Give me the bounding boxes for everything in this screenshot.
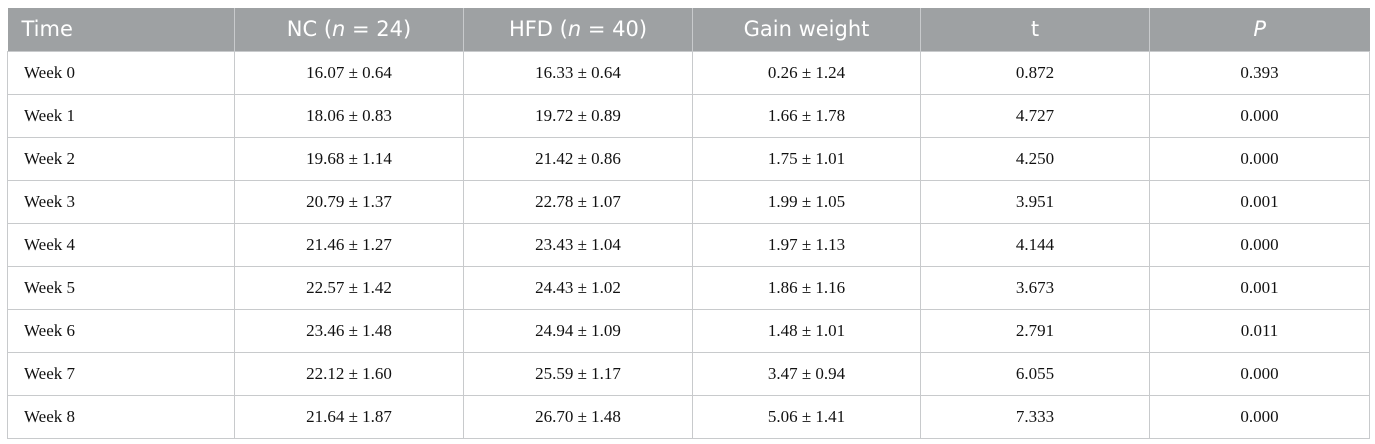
cell-hfd: 26.70 ± 1.48 (463, 394, 693, 439)
cell-time: Week 6 (7, 308, 235, 353)
table-row: Week 8 21.64 ± 1.87 26.70 ± 1.48 5.06 ± 1.4… (7, 394, 1370, 439)
header-gain-weight: Gain weight (692, 8, 921, 52)
cell-p: 0.000 (1149, 351, 1370, 396)
table-row: Week 5 22.57 ± 1.42 24.43 ± 1.02 1.86 ± 1.1… (7, 265, 1370, 310)
cell-t: 6.055 (920, 351, 1150, 396)
header-hfd: HFD (n = 40) (463, 8, 693, 52)
cell-gain-weight: 1.75 ± 1.01 (692, 136, 921, 181)
cell-hfd: 16.33 ± 0.64 (463, 50, 693, 95)
cell-time: Week 2 (7, 136, 235, 181)
cell-p: 0.000 (1149, 136, 1370, 181)
cell-nc: 21.64 ± 1.87 (234, 394, 464, 439)
cell-p: 0.393 (1149, 50, 1370, 95)
cell-hfd: 25.59 ± 1.17 (463, 351, 693, 396)
cell-time: Week 3 (7, 179, 235, 224)
cell-hfd: 24.94 ± 1.09 (463, 308, 693, 353)
cell-hfd: 21.42 ± 0.86 (463, 136, 693, 181)
header-variable: n (332, 17, 346, 42)
cell-t: 4.250 (920, 136, 1150, 181)
cell-t: 3.951 (920, 179, 1150, 224)
weight-table: Time NC (n = 24) HFD (n = 40) Gain weight t P… (7, 8, 1370, 439)
cell-p: 0.011 (1149, 308, 1370, 353)
table-header: Time NC (n = 24) HFD (n = 40) Gain weight t P (7, 8, 1370, 52)
cell-nc: 22.12 ± 1.60 (234, 351, 464, 396)
header-text: Time (21, 17, 73, 42)
cell-p: 0.000 (1149, 93, 1370, 138)
cell-gain-weight: 1.86 ± 1.16 (692, 265, 921, 310)
header-time: Time (7, 8, 235, 52)
cell-nc: 19.68 ± 1.14 (234, 136, 464, 181)
table-row: Week 7 22.12 ± 1.60 25.59 ± 1.17 3.47 ± 0.9… (7, 351, 1370, 396)
table-row: Week 3 20.79 ± 1.37 22.78 ± 1.07 1.99 ± 1.0… (7, 179, 1370, 224)
table-row: Week 6 23.46 ± 1.48 24.94 ± 1.09 1.48 ± 1.0… (7, 308, 1370, 353)
header-text: Gain weight (743, 17, 870, 42)
header-text: t (1030, 17, 1040, 42)
cell-nc: 22.57 ± 1.42 (234, 265, 464, 310)
table-body: Week 0 16.07 ± 0.64 16.33 ± 0.64 0.26 ± 1.2… (7, 50, 1370, 439)
cell-p: 0.001 (1149, 265, 1370, 310)
cell-nc: 16.07 ± 0.64 (234, 50, 464, 95)
header-text-suffix: = 24) (345, 17, 412, 42)
cell-hfd: 22.78 ± 1.07 (463, 179, 693, 224)
cell-time: Week 4 (7, 222, 235, 267)
cell-hfd: 24.43 ± 1.02 (463, 265, 693, 310)
cell-hfd: 19.72 ± 0.89 (463, 93, 693, 138)
cell-nc: 20.79 ± 1.37 (234, 179, 464, 224)
header-text-suffix: = 40) (581, 17, 648, 42)
cell-gain-weight: 0.26 ± 1.24 (692, 50, 921, 95)
header-p: P (1149, 8, 1370, 52)
header-variable: n (567, 17, 582, 42)
cell-t: 0.872 (920, 50, 1150, 95)
header-row: Time NC (n = 24) HFD (n = 40) Gain weight t P (7, 8, 1370, 52)
cell-hfd: 23.43 ± 1.04 (463, 222, 693, 267)
cell-time: Week 7 (7, 351, 235, 396)
cell-p: 0.000 (1149, 394, 1370, 439)
cell-nc: 23.46 ± 1.48 (234, 308, 464, 353)
cell-gain-weight: 1.66 ± 1.78 (692, 93, 921, 138)
cell-p: 0.000 (1149, 222, 1370, 267)
cell-gain-weight: 3.47 ± 0.94 (692, 351, 921, 396)
table-row: Week 2 19.68 ± 1.14 21.42 ± 0.86 1.75 ± 1.0… (7, 136, 1370, 181)
cell-t: 7.333 (920, 394, 1150, 439)
cell-t: 4.144 (920, 222, 1150, 267)
cell-gain-weight: 1.97 ± 1.13 (692, 222, 921, 267)
cell-time: Week 0 (7, 50, 235, 95)
cell-t: 4.727 (920, 93, 1150, 138)
header-text: NC ( (286, 17, 333, 42)
cell-time: Week 5 (7, 265, 235, 310)
cell-t: 3.673 (920, 265, 1150, 310)
cell-gain-weight: 1.48 ± 1.01 (692, 308, 921, 353)
header-nc: NC (n = 24) (234, 8, 464, 52)
cell-nc: 21.46 ± 1.27 (234, 222, 464, 267)
header-t: t (920, 8, 1150, 52)
table-row: Week 0 16.07 ± 0.64 16.33 ± 0.64 0.26 ± 1.2… (7, 50, 1370, 95)
header-variable: P (1253, 17, 1267, 42)
cell-gain-weight: 5.06 ± 1.41 (692, 394, 921, 439)
weight-table-container: Time NC (n = 24) HFD (n = 40) Gain weight t P… (7, 8, 1370, 439)
cell-time: Week 1 (7, 93, 235, 138)
header-text: HFD ( (508, 17, 568, 42)
table-row: Week 1 18.06 ± 0.83 19.72 ± 0.89 1.66 ± 1.7… (7, 93, 1370, 138)
cell-time: Week 8 (7, 394, 235, 439)
cell-t: 2.791 (920, 308, 1150, 353)
cell-p: 0.001 (1149, 179, 1370, 224)
cell-gain-weight: 1.99 ± 1.05 (692, 179, 921, 224)
table-row: Week 4 21.46 ± 1.27 23.43 ± 1.04 1.97 ± 1.1… (7, 222, 1370, 267)
cell-nc: 18.06 ± 0.83 (234, 93, 464, 138)
